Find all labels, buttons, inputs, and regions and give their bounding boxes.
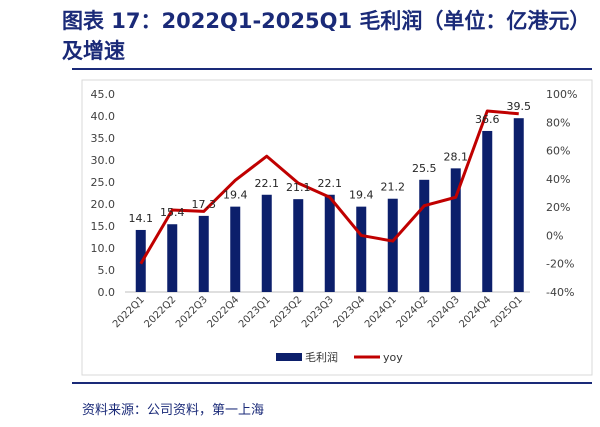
bar: [387, 198, 398, 292]
left-tick-label: 40.0: [91, 110, 116, 123]
left-axis: 0.0 5.0 10.0 15.0 20.0 25.0 30.0 35.0 40.0 45.0: [91, 88, 116, 299]
yoy-line: [139, 109, 519, 265]
footer-divider: [72, 382, 592, 384]
right-axis: -40% -20% 0% 20% 40% 60% 80% 100%: [546, 88, 577, 299]
left-tick-label: 15.0: [91, 220, 116, 233]
left-tick-label: 30.0: [91, 154, 116, 167]
bar-value-label: 19.4: [349, 189, 374, 202]
left-tick-label: 35.0: [91, 132, 116, 145]
bar: [167, 224, 178, 292]
right-tick-label: 20%: [546, 201, 570, 214]
x-tick-label: 2023Q3: [300, 294, 336, 330]
right-tick-label: 80%: [546, 116, 570, 129]
left-tick-label: 5.0: [98, 264, 116, 277]
bar-labels: 14.1 15.4 17.3 19.4 22.1 21.1 22.1 19.4 21.2 25.5…: [129, 100, 532, 225]
x-tick-label: 2022Q1: [111, 294, 147, 330]
bar: [450, 168, 461, 292]
bar-value-label: 36.6: [475, 113, 500, 126]
x-axis-labels: 2022Q12022Q22022Q32022Q42023Q12023Q22023…: [111, 294, 525, 330]
x-tick-label: 2022Q2: [143, 294, 179, 330]
legend-label-bar: 毛利润: [305, 350, 338, 364]
left-tick-label: 20.0: [91, 198, 116, 211]
bar: [230, 206, 241, 292]
bar-value-label: 21.1: [286, 181, 311, 194]
bar-value-label: 39.5: [507, 100, 532, 113]
x-tick-label: 2024Q4: [458, 294, 494, 330]
chart-border: [81, 79, 593, 376]
x-tick-label: 2024Q2: [395, 294, 431, 330]
x-tick-label: 2024Q1: [363, 294, 399, 330]
x-tick-label: 2022Q3: [174, 294, 210, 330]
x-tick-label: 2023Q2: [269, 294, 305, 330]
left-tick-label: 45.0: [91, 88, 116, 101]
bar: [293, 199, 304, 292]
x-tick-label: 2024Q3: [426, 294, 462, 330]
bar-value-label: 19.4: [223, 189, 248, 202]
x-tick-label: 2022Q4: [206, 294, 242, 330]
right-tick-label: -20%: [546, 258, 574, 271]
left-tick-label: 10.0: [91, 242, 116, 255]
bar: [324, 194, 335, 292]
bar: [513, 118, 524, 292]
right-tick-label: 0%: [546, 229, 563, 242]
legend: 毛利润 yoy: [276, 350, 403, 364]
right-tick-label: 100%: [546, 88, 577, 101]
bar: [419, 179, 430, 292]
bar: [261, 194, 272, 292]
left-tick-label: 0.0: [98, 286, 116, 299]
right-tick-label: 40%: [546, 173, 570, 186]
bar: [356, 206, 367, 292]
bar-value-label: 28.1: [444, 150, 469, 163]
bar-value-label: 14.1: [129, 212, 154, 225]
source-note: 资料来源：公司资料，第一上海: [82, 403, 265, 418]
chart-title: 图表 17：2022Q1-2025Q1 毛利润（单位：亿港元）及增速: [62, 9, 591, 63]
left-tick-label: 25.0: [91, 176, 116, 189]
right-tick-label: 60%: [546, 145, 570, 158]
bar: [482, 130, 493, 292]
title-divider: [72, 68, 592, 70]
bar-value-label: 21.2: [381, 181, 406, 194]
legend-label-line: yoy: [383, 351, 403, 364]
bar-value-label: 22.1: [255, 177, 280, 190]
bar: [198, 215, 209, 292]
bar-value-label: 15.4: [160, 206, 185, 219]
legend-swatch-bar: [276, 353, 302, 361]
x-tick-label: 2023Q1: [237, 294, 273, 330]
bar-value-label: 17.3: [192, 198, 217, 211]
right-tick-label: -40%: [546, 286, 574, 299]
bar-value-label: 22.1: [318, 177, 343, 190]
x-tick-label: 2025Q1: [489, 294, 525, 330]
bar-value-label: 25.5: [412, 162, 437, 175]
x-tick-label: 2023Q4: [332, 294, 368, 330]
